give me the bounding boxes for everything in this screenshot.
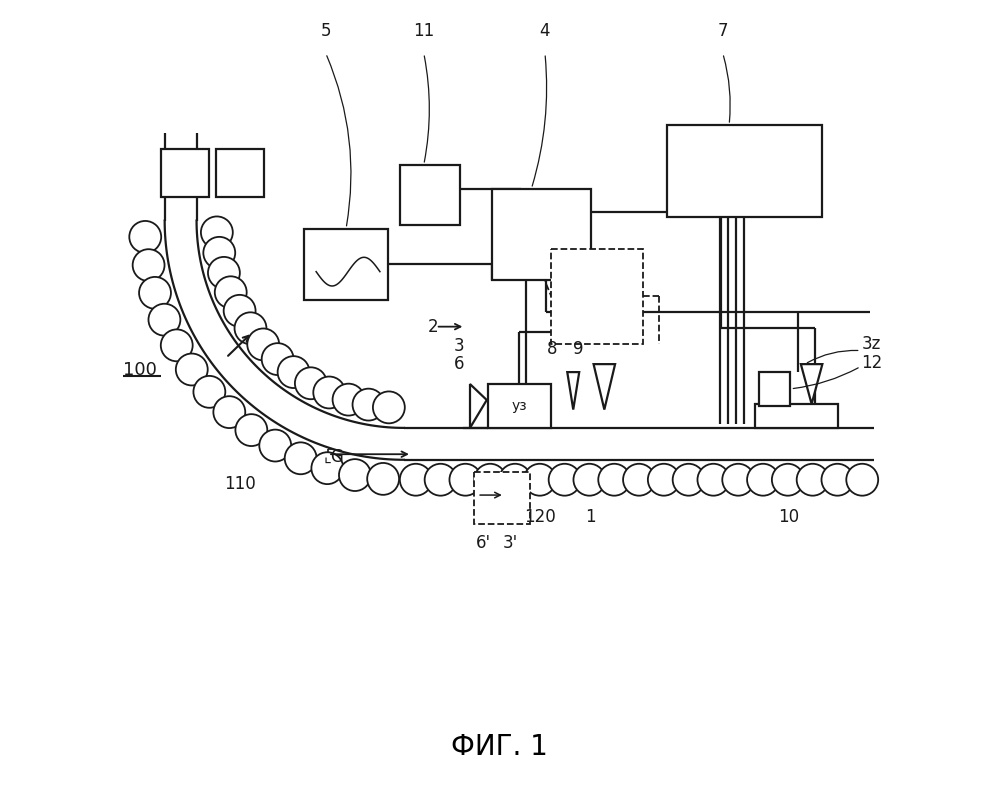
Circle shape xyxy=(312,452,344,484)
Text: 12: 12 xyxy=(861,354,883,371)
Circle shape xyxy=(262,343,294,375)
Text: 6': 6' xyxy=(476,534,492,552)
Circle shape xyxy=(500,464,530,496)
Circle shape xyxy=(573,464,605,496)
Bar xyxy=(492,189,591,281)
Text: 3': 3' xyxy=(503,534,518,552)
Circle shape xyxy=(722,464,754,496)
Circle shape xyxy=(194,376,226,408)
Circle shape xyxy=(450,464,482,496)
Circle shape xyxy=(339,459,371,491)
Polygon shape xyxy=(470,384,487,428)
Bar xyxy=(400,165,460,225)
Text: 9: 9 xyxy=(572,340,583,358)
Circle shape xyxy=(224,295,256,326)
Circle shape xyxy=(523,464,555,496)
Circle shape xyxy=(236,414,268,446)
Text: 110: 110 xyxy=(225,474,256,493)
Circle shape xyxy=(139,277,171,309)
Circle shape xyxy=(598,464,630,496)
Circle shape xyxy=(208,257,240,289)
Circle shape xyxy=(648,464,679,496)
Text: 3: 3 xyxy=(454,337,465,354)
Circle shape xyxy=(548,464,580,496)
Circle shape xyxy=(314,377,346,409)
Circle shape xyxy=(368,463,399,495)
Text: уз: уз xyxy=(511,399,527,413)
Circle shape xyxy=(373,391,405,423)
Circle shape xyxy=(285,442,317,474)
Text: 1: 1 xyxy=(585,508,595,526)
Circle shape xyxy=(772,464,804,496)
Bar xyxy=(758,372,790,406)
Bar xyxy=(474,472,529,523)
Circle shape xyxy=(796,464,828,496)
Circle shape xyxy=(672,464,704,496)
Text: 2: 2 xyxy=(428,318,439,336)
Bar xyxy=(304,229,388,300)
Circle shape xyxy=(475,464,506,496)
Circle shape xyxy=(201,217,233,248)
Circle shape xyxy=(149,304,181,336)
Text: 3z: 3z xyxy=(861,335,881,353)
Circle shape xyxy=(260,430,291,462)
Circle shape xyxy=(747,464,779,496)
Bar xyxy=(488,384,551,428)
Text: 8: 8 xyxy=(546,340,556,358)
Circle shape xyxy=(215,276,247,308)
Circle shape xyxy=(697,464,729,496)
Circle shape xyxy=(129,221,161,253)
Circle shape xyxy=(161,330,193,362)
Circle shape xyxy=(295,367,327,399)
Text: 7: 7 xyxy=(717,22,728,40)
Circle shape xyxy=(278,356,310,388)
Bar xyxy=(551,249,643,344)
Circle shape xyxy=(204,237,235,269)
Polygon shape xyxy=(593,364,615,410)
Circle shape xyxy=(353,389,385,421)
Text: 10: 10 xyxy=(778,508,799,526)
Circle shape xyxy=(846,464,878,496)
Text: 120: 120 xyxy=(524,508,556,526)
Circle shape xyxy=(176,354,208,386)
Circle shape xyxy=(425,464,457,496)
Bar xyxy=(161,149,209,197)
Circle shape xyxy=(133,249,165,281)
Bar xyxy=(667,125,822,217)
Circle shape xyxy=(214,396,245,428)
Circle shape xyxy=(333,384,365,415)
Text: 11: 11 xyxy=(414,22,435,40)
Text: 100: 100 xyxy=(123,361,157,378)
Bar xyxy=(754,404,838,428)
Text: 6: 6 xyxy=(454,355,465,373)
Text: ФИГ. 1: ФИГ. 1 xyxy=(452,733,547,761)
Polygon shape xyxy=(801,364,822,404)
Circle shape xyxy=(623,464,655,496)
Circle shape xyxy=(235,312,267,344)
Text: $\llcorner$G: $\llcorner$G xyxy=(323,448,344,466)
Circle shape xyxy=(400,464,432,496)
Text: 5: 5 xyxy=(321,22,331,40)
Circle shape xyxy=(248,329,279,360)
Bar xyxy=(217,149,265,197)
Circle shape xyxy=(821,464,853,496)
Text: 4: 4 xyxy=(539,22,550,40)
Polygon shape xyxy=(567,372,579,410)
